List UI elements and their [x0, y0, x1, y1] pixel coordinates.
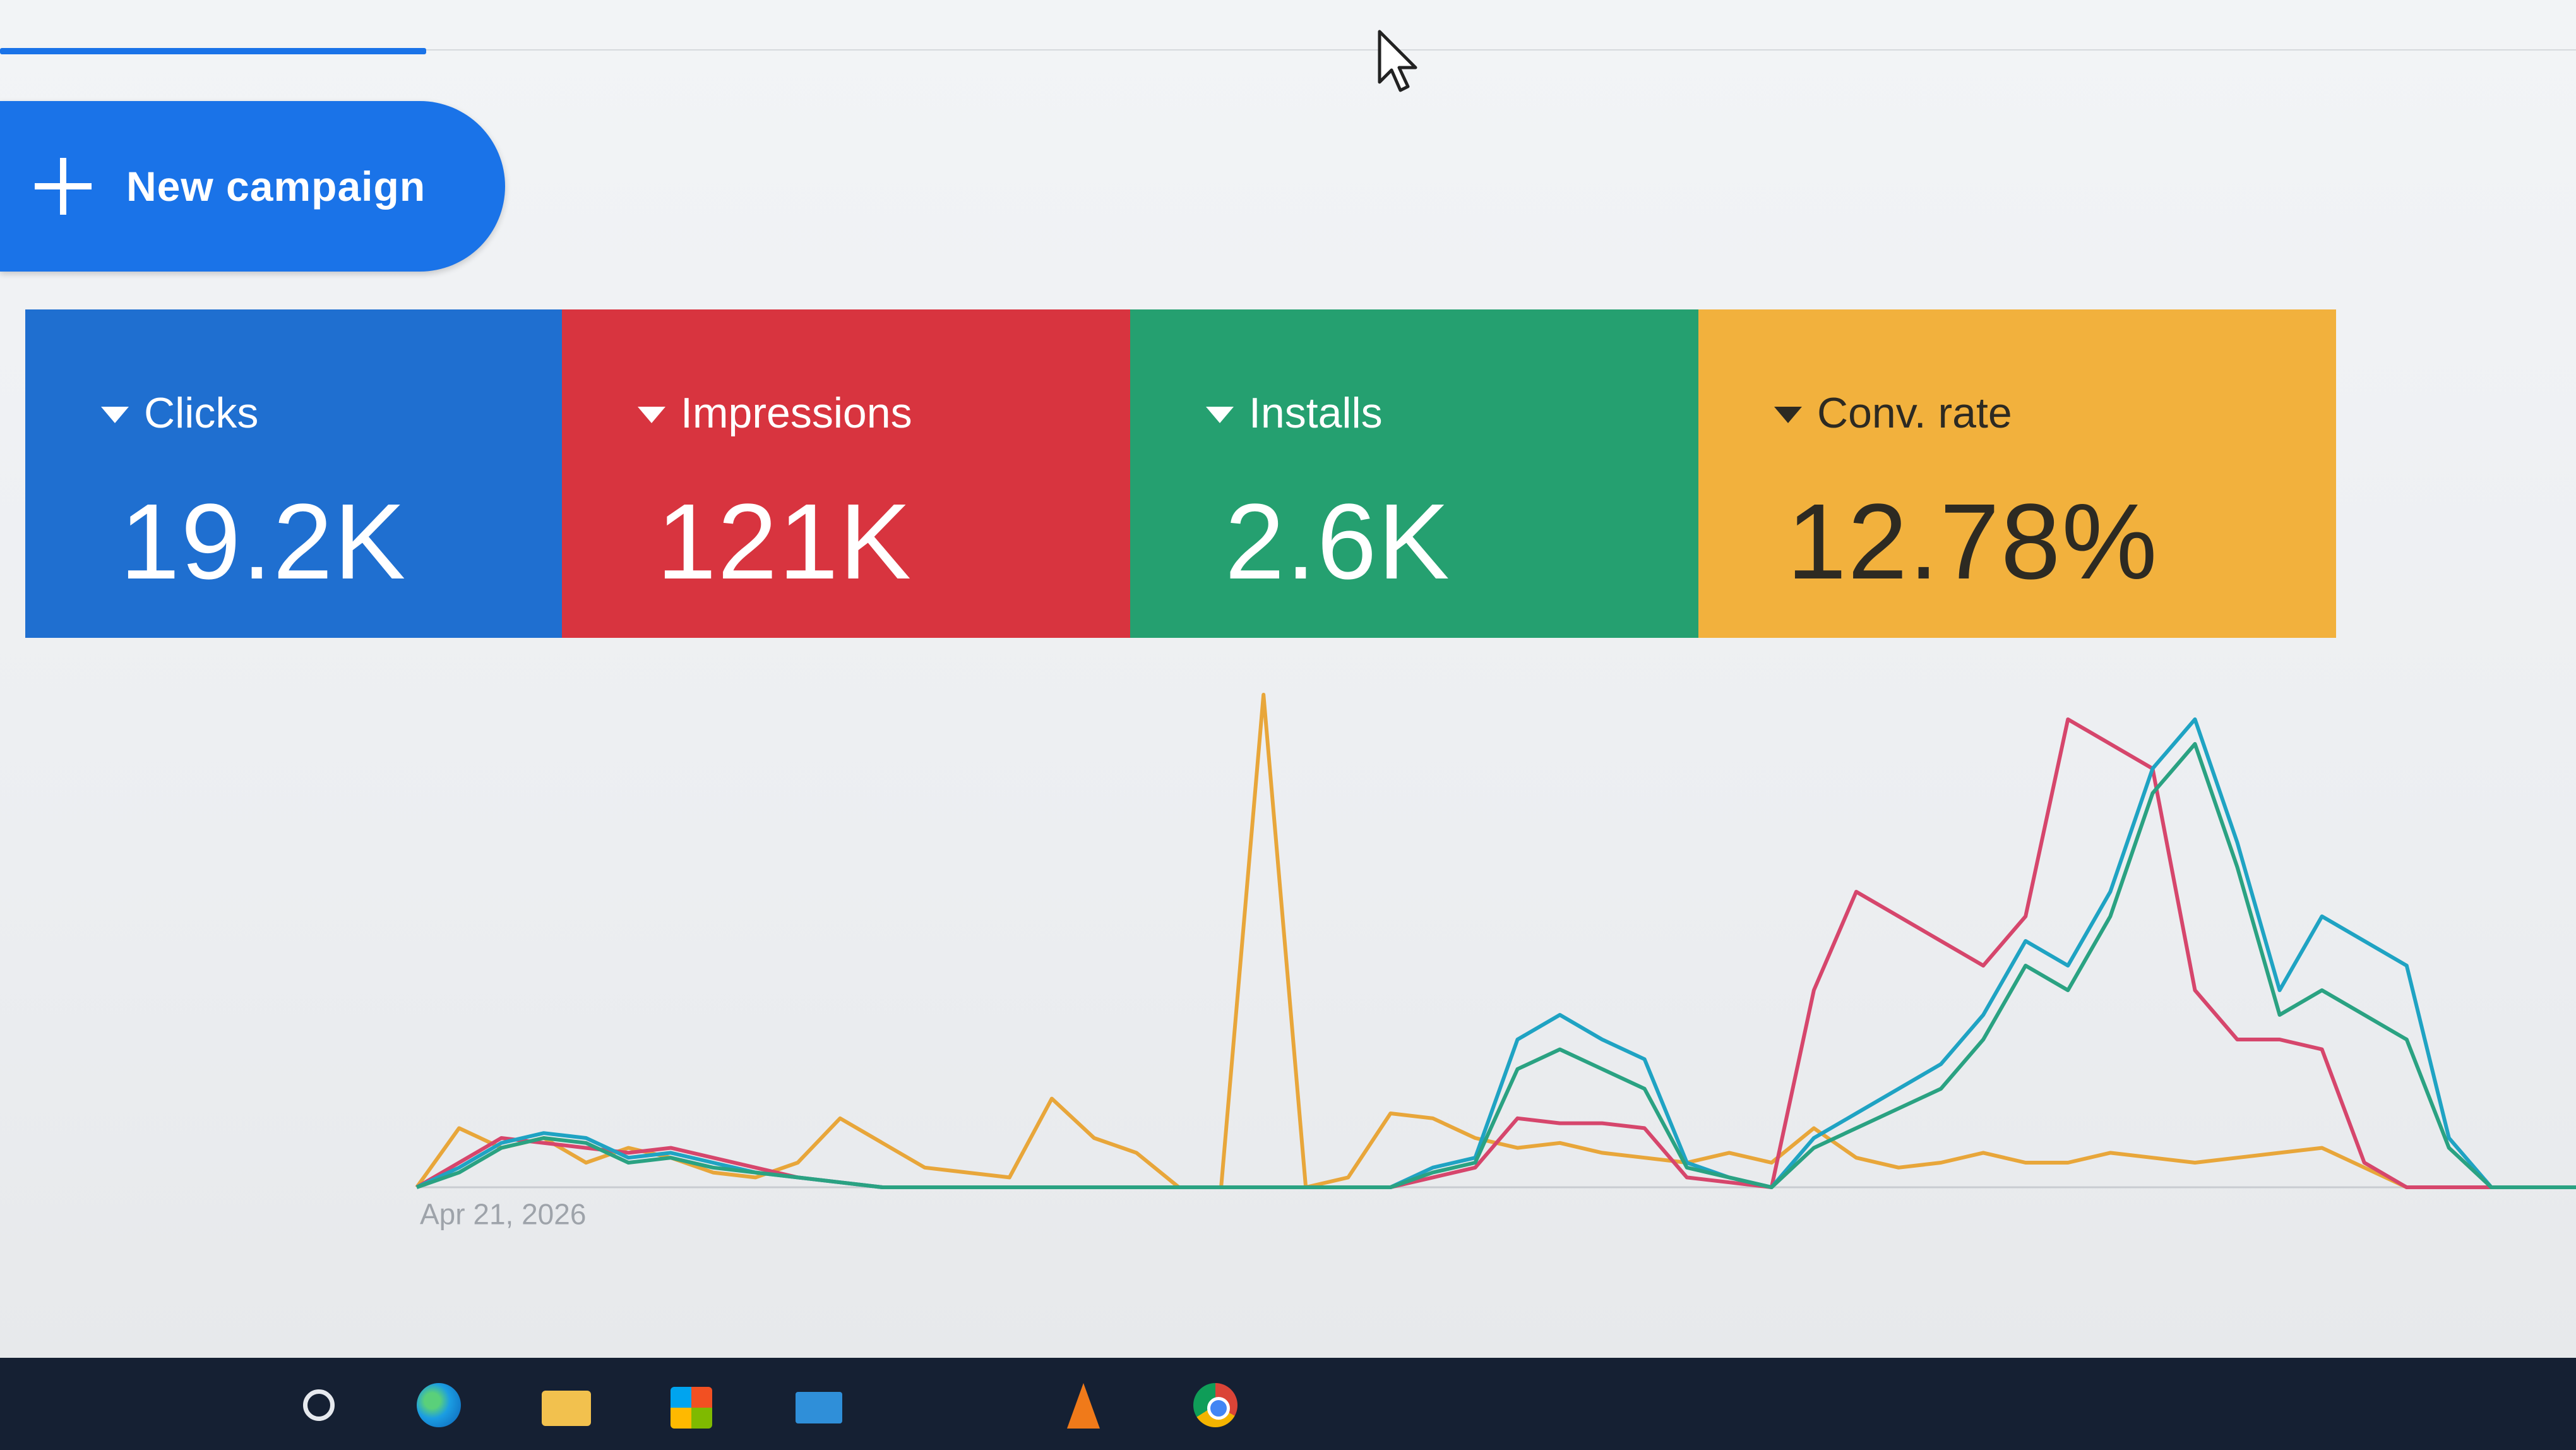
metric-name: Impressions: [638, 388, 912, 438]
new-campaign-label: New campaign: [126, 163, 426, 210]
chart-series-line-3: [416, 742, 2576, 1189]
x-axis-start-label: Apr 21, 2026: [420, 1198, 586, 1231]
edge-browser-icon[interactable]: [410, 1377, 467, 1434]
metric-card-installs[interactable]: Installs 2.6K: [1130, 309, 1698, 638]
metric-card-conv-rate[interactable]: Conv. rate 12.78%: [1698, 309, 2336, 638]
chrome-browser-icon[interactable]: [1187, 1377, 1244, 1434]
taskbar: [0, 1358, 2576, 1450]
file-explorer-icon[interactable]: [537, 1377, 593, 1434]
metric-name-text: Clicks: [144, 389, 259, 437]
metric-name-text: Installs: [1249, 389, 1383, 437]
header-divider: [0, 49, 2576, 51]
caret-down-icon: [1206, 407, 1234, 423]
metric-name: Installs: [1206, 388, 1383, 438]
metric-value: 2.6K: [1225, 482, 1451, 602]
new-campaign-button[interactable]: New campaign: [0, 101, 505, 272]
metric-value: 19.2K: [120, 482, 407, 602]
caret-down-icon: [101, 407, 129, 423]
active-tab-indicator: [0, 48, 426, 54]
chart-series-line-1: [415, 717, 2576, 1189]
search-icon[interactable]: [290, 1377, 347, 1434]
metric-value: 12.78%: [1787, 482, 2159, 602]
metric-value: 121K: [657, 482, 913, 602]
metric-card-clicks[interactable]: Clicks 19.2K: [25, 309, 562, 638]
metric-cards: Clicks 19.2K Impressions 121K Installs 2…: [25, 309, 2336, 638]
mail-icon[interactable]: [789, 1377, 846, 1434]
metric-name: Conv. rate: [1774, 388, 2012, 438]
performance-chart[interactable]: Apr 21, 2026: [0, 663, 2576, 1358]
vlc-player-icon[interactable]: [1054, 1377, 1111, 1434]
mouse-pointer-icon: [1378, 30, 1417, 92]
caret-down-icon: [1774, 407, 1802, 423]
metric-name: Clicks: [101, 388, 258, 438]
plus-icon: [35, 158, 92, 215]
metric-name-text: Impressions: [681, 389, 912, 437]
store-icon[interactable]: [663, 1377, 720, 1434]
metric-card-impressions[interactable]: Impressions 121K: [562, 309, 1130, 638]
metric-name-text: Conv. rate: [1817, 389, 2012, 437]
caret-down-icon: [638, 407, 665, 423]
performance-chart-svg: Apr 21, 2026: [415, 693, 2576, 1231]
